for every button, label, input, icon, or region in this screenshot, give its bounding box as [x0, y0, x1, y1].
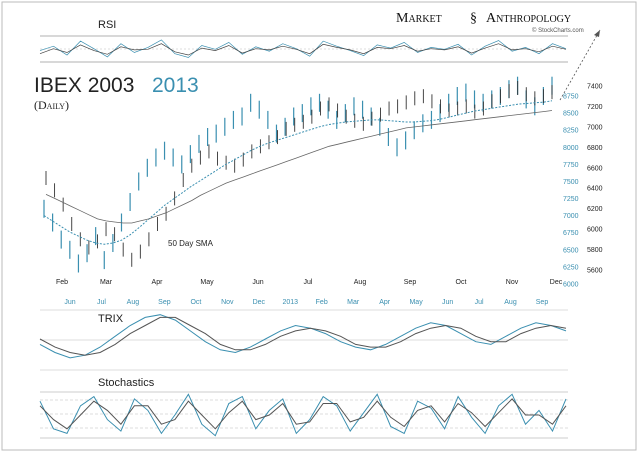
x-label-2003: Dec — [550, 279, 563, 286]
y-tick-2013: 7500 — [563, 179, 579, 186]
y-tick-2013: 8000 — [563, 145, 579, 152]
rsi-line-1 — [39, 43, 567, 56]
y-tick-2013: 7250 — [563, 196, 579, 203]
brand-market: Market — [396, 11, 442, 26]
x-label-2013: Dec — [253, 299, 266, 306]
projection-arrowhead-icon — [594, 30, 600, 37]
x-label-2003: Apr — [152, 279, 164, 286]
trix-line-0 — [39, 314, 567, 359]
y-tick-2003: 7000 — [587, 124, 603, 131]
y-tick-2003: 7400 — [587, 84, 603, 91]
projection-arrow-line — [559, 29, 601, 101]
x-label-2013: 2013 — [283, 299, 299, 306]
rsi-title: RSI — [98, 19, 116, 31]
x-label-2013: Aug — [504, 299, 517, 306]
outer-border — [1, 1, 637, 451]
brand-logo: Market § Anthropology © StockCharts.com — [396, 11, 584, 34]
y-tick-2003: 6800 — [587, 145, 603, 152]
stoch-line-1 — [39, 398, 567, 430]
title-2003: IBEX 2003 — [34, 74, 134, 97]
y-tick-2003: 6200 — [587, 206, 603, 213]
trix-title: TRIX — [98, 313, 124, 325]
x-label-2013: Jun — [442, 299, 453, 306]
rsi-panel: RSI — [39, 19, 568, 63]
stochastics-panel: Stochastics — [39, 377, 568, 439]
x-label-2013: Apr — [379, 299, 391, 306]
source-credit: © StockCharts.com — [532, 27, 584, 34]
x-label-2003: May — [200, 279, 214, 286]
sma-annotation: 50 Day SMA — [168, 239, 214, 248]
x-label-2013: May — [409, 299, 423, 306]
x-label-2013: Jun — [64, 299, 75, 306]
stochastics-title: Stochastics — [98, 377, 155, 389]
x-label-2003: Sep — [404, 279, 417, 286]
x-label-2003: Jul — [304, 279, 313, 286]
brand-helix-icon: § — [470, 11, 477, 26]
y-tick-2003: 7200 — [587, 104, 603, 111]
x-label-2003: Jun — [252, 279, 263, 286]
x-label-2013: Sep — [536, 299, 549, 306]
y-tick-2003: 6400 — [587, 186, 603, 193]
brand-anthropology: Anthropology — [486, 11, 571, 26]
x-label-2013: Jul — [475, 299, 484, 306]
x-label-2013: Sep — [158, 299, 171, 306]
y-tick-2003: 6000 — [587, 227, 603, 234]
y-tick-2013: 6000 — [563, 282, 579, 289]
y-tick-2013: 8500 — [563, 111, 579, 118]
x-label-2003: Mar — [100, 279, 113, 286]
y-tick-2003: 5600 — [587, 268, 603, 275]
x-label-2003: Feb — [56, 279, 68, 286]
y-tick-2013: 7750 — [563, 162, 579, 169]
y-tick-2013: 8250 — [563, 128, 579, 135]
x-label-2013: Oct — [190, 299, 201, 306]
x-label-2013: Feb — [316, 299, 328, 306]
x-label-2003: Nov — [506, 279, 519, 286]
y-tick-2003: 6600 — [587, 165, 603, 172]
x-label-2003: Aug — [354, 279, 367, 286]
x-label-2013: Aug — [127, 299, 140, 306]
x-label-2013: Mar — [347, 299, 360, 306]
y-tick-2003: 5800 — [587, 247, 603, 254]
x-label-2013: Jul — [97, 299, 106, 306]
sma-line-2003 — [45, 110, 553, 224]
title-2013: 2013 — [152, 74, 199, 97]
y-tick-2013: 7000 — [563, 213, 579, 220]
y-tick-2013: 6500 — [563, 247, 579, 254]
trix-line-1 — [39, 316, 567, 356]
x-label-2013: Nov — [221, 299, 234, 306]
price-panel: IBEX 2003 2013 (Daily) 50 Day SMA Feb Mar… — [34, 29, 603, 306]
trix-panel: TRIX — [39, 309, 568, 371]
y-tick-2013: 6250 — [563, 264, 579, 271]
x-label-2003: Oct — [456, 279, 467, 286]
subtitle-daily: (Daily) — [34, 98, 69, 112]
y-tick-2013: 6750 — [563, 230, 579, 237]
y-tick-2013: 8750 — [563, 94, 579, 101]
